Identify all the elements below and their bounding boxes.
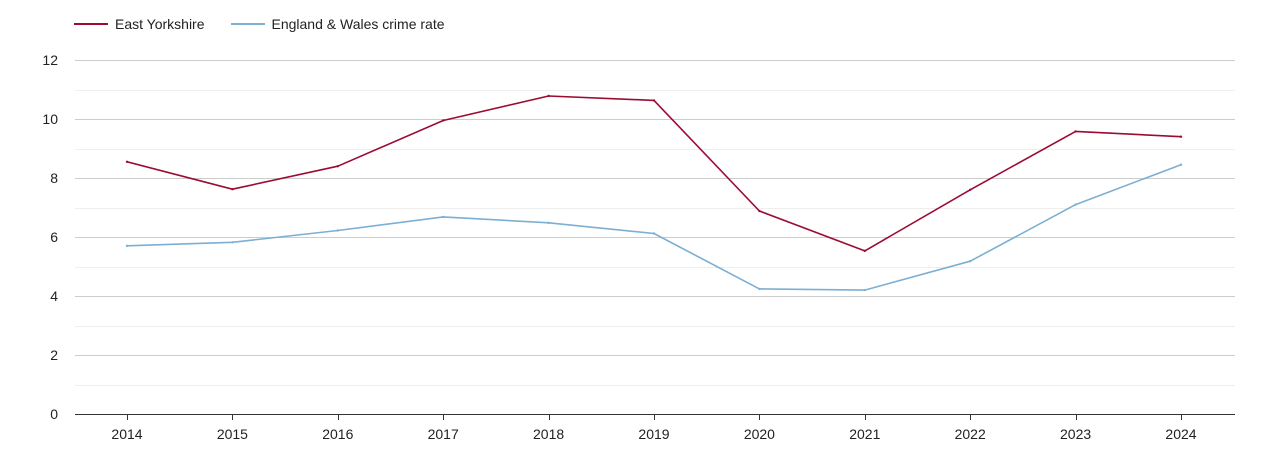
- x-tick-label: 2021: [849, 426, 880, 442]
- x-tick-label: 2020: [744, 426, 775, 442]
- data-point-east-yorkshire: [969, 188, 972, 191]
- data-point-east-yorkshire: [125, 160, 129, 163]
- y-tick-label: 8: [50, 170, 58, 186]
- chart-legend: East Yorkshire England & Wales crime rat…: [74, 16, 445, 32]
- data-point-east-yorkshire: [758, 209, 761, 213]
- y-tick-label: 6: [50, 229, 58, 245]
- legend-swatch-east-yorkshire: [74, 23, 108, 25]
- data-point-east-yorkshire: [442, 119, 445, 122]
- data-point-england-wales-crime-rate: [969, 259, 972, 263]
- data-point-east-yorkshire: [652, 99, 656, 102]
- legend-label-east-yorkshire: East Yorkshire: [115, 16, 205, 32]
- x-tick-label: 2018: [533, 426, 564, 442]
- legend-item-england-wales[interactable]: England & Wales crime rate: [230, 16, 445, 32]
- data-point-england-wales-crime-rate: [231, 241, 234, 244]
- x-tick-label: 2023: [1060, 426, 1091, 442]
- x-tick-label: 2019: [638, 426, 669, 442]
- y-tick-label: 10: [42, 111, 58, 127]
- data-point-england-wales-crime-rate: [125, 244, 129, 248]
- data-point-england-wales-crime-rate: [652, 232, 656, 235]
- data-point-east-yorkshire: [231, 188, 234, 191]
- x-tick-label: 2024: [1165, 426, 1196, 442]
- series-line-england-wales-crime-rate: [126, 163, 1182, 291]
- data-point-east-yorkshire: [547, 94, 550, 98]
- data-point-england-wales-crime-rate: [758, 287, 761, 291]
- x-tick-label: 2015: [217, 426, 248, 442]
- y-tick-label: 2: [50, 347, 58, 363]
- data-point-england-wales-crime-rate: [336, 229, 339, 232]
- legend-item-east-yorkshire[interactable]: East Yorkshire: [74, 16, 205, 32]
- data-point-england-wales-crime-rate: [863, 288, 866, 292]
- y-tick-label: 4: [50, 288, 58, 304]
- data-point-england-wales-crime-rate: [547, 221, 550, 225]
- x-tick-label: 2014: [111, 426, 142, 442]
- data-point-east-yorkshire: [336, 165, 339, 168]
- data-point-east-yorkshire: [1074, 130, 1077, 133]
- y-tick-label: 12: [42, 52, 58, 68]
- y-tick-label: 0: [50, 406, 58, 422]
- data-point-east-yorkshire: [1179, 135, 1183, 138]
- data-point-england-wales-crime-rate: [442, 215, 445, 219]
- data-point-england-wales-crime-rate: [1074, 203, 1077, 206]
- x-tick-label: 2022: [955, 426, 986, 442]
- legend-label-england-wales: England & Wales crime rate: [271, 16, 445, 32]
- data-point-east-yorkshire: [863, 249, 866, 253]
- data-point-england-wales-crime-rate: [1179, 163, 1183, 166]
- legend-swatch-england-wales: [230, 23, 265, 25]
- x-tick-label: 2017: [428, 426, 459, 442]
- x-tick-label: 2016: [322, 426, 353, 442]
